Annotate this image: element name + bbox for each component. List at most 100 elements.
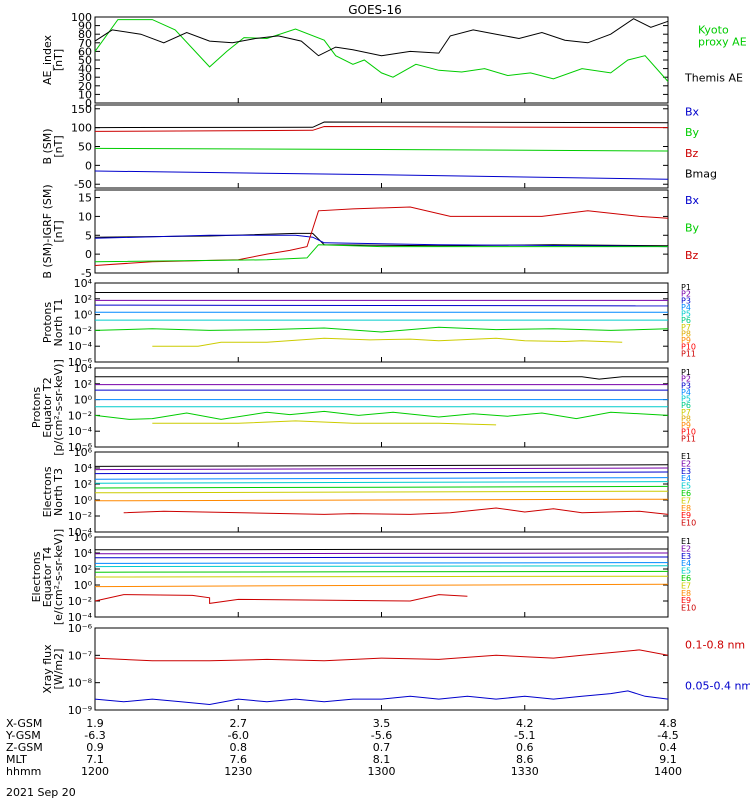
legend-entry: P10 [681, 428, 696, 437]
y-tick-label: -50 [74, 178, 92, 191]
legend-entry: E5 [681, 567, 691, 576]
y-axis-label: AE_index[nT] [41, 34, 65, 85]
x-tick-label: -6.3 [84, 729, 105, 742]
x-tick-label: -5.6 [371, 729, 392, 742]
legend-entry: P10 [681, 343, 696, 352]
y-tick-label: 5 [85, 229, 92, 242]
x-tick-label: 2.7 [230, 717, 248, 730]
series-line-6 [94, 570, 669, 573]
series-line-6 [94, 326, 669, 333]
legend-entry: E3 [681, 467, 691, 476]
legend-entry: Bx [685, 105, 700, 118]
series-line-2 [94, 125, 669, 132]
series-line-7 [152, 420, 497, 426]
series-line-6 [94, 410, 669, 420]
legend-entry: E10 [681, 604, 696, 613]
legend-entry: P4 [681, 388, 691, 397]
legend-entry: Themis AE [684, 72, 743, 85]
series-line-4 [94, 562, 669, 564]
x-tick-label: 0.6 [516, 741, 534, 754]
y-tick-label: 0 [85, 248, 92, 261]
series-line-2 [94, 18, 669, 57]
legend-entry: E1 [681, 537, 691, 546]
y-tick-label: 10⁻⁸ [68, 677, 93, 690]
y-tick-label: 90 [78, 20, 92, 33]
legend-entry: P9 [681, 336, 691, 345]
legend-entry: E2 [681, 544, 691, 553]
x-tick-label: 1230 [224, 765, 252, 778]
series-line-1 [94, 19, 669, 82]
y-tick-label: 10⁴ [74, 547, 93, 560]
legend-entry: 0.1-0.8 nm [685, 639, 745, 652]
legend-entry: E5 [681, 482, 691, 491]
y-axis-label: ElectronsNorth T3 [41, 466, 65, 517]
legend-entry: P11 [681, 434, 696, 443]
y-tick-label: 20 [78, 80, 92, 93]
y-tick-label: 10⁴ [74, 362, 93, 375]
panel-2: -50 0 50 100 150 B (SM)[nT] Bx By Bz Bmag [41, 103, 717, 191]
x-tick-label: 8.1 [373, 753, 391, 766]
y-tick-label: 100 [71, 122, 92, 135]
legend-entry: E6 [681, 489, 691, 498]
legend-entry: E1 [681, 452, 691, 461]
y-tick-label: -5 [81, 267, 92, 280]
series-line-2 [94, 552, 669, 555]
x-row-label: MLT [6, 753, 27, 766]
legend-entry: Bx [685, 194, 700, 207]
y-tick-label: 15 [78, 192, 92, 205]
series-line-7 [94, 575, 669, 578]
y-tick-label: 10⁶ [74, 446, 93, 459]
legend-entry: Bmag [685, 168, 717, 181]
y-tick-label: 80 [78, 28, 92, 41]
series-line-3 [94, 206, 669, 266]
series-line-1 [94, 548, 669, 551]
series-line-3 [94, 147, 669, 152]
legend-entry: E7 [681, 496, 691, 505]
y-tick-label: 10² [74, 378, 92, 391]
y-tick-label: 30 [78, 71, 92, 84]
y-tick-label: 10⁰ [74, 494, 93, 507]
y-axis-label: ProtonsEquator T2[p/(cm²-s-sr-keV)] [30, 359, 65, 456]
y-tick-label: 10⁰ [74, 309, 93, 322]
series-line-6 [94, 485, 669, 489]
y-tick-label: 10 [78, 210, 92, 223]
series-line-7 [152, 337, 623, 347]
series-line-4 [94, 244, 668, 263]
legend-entry: P6 [681, 316, 691, 325]
legend-entry: E10 [681, 519, 696, 528]
legend-entry: By [685, 222, 700, 235]
y-axis-label: ProtonsNorth T1 [41, 299, 65, 347]
figure-title: GOES-16 [348, 3, 402, 17]
panel-4: 10⁻⁶ 10⁻⁴ 10⁻² 10⁰ 10² 10⁴ ProtonsNorth T1 P1P2… [41, 277, 696, 369]
y-tick-label: 10⁰ [74, 579, 93, 592]
x-tick-label: -6.0 [228, 729, 249, 742]
legend-entry: E3 [681, 552, 691, 561]
series-line-1 [94, 464, 669, 467]
y-tick-label: 10⁻⁶ [68, 356, 93, 369]
series-line-9 [123, 507, 669, 515]
panel-5: 10⁻⁶ 10⁻⁴ 10⁻² 10⁰ 10² 10⁴ ProtonsEquator T2[p… [30, 359, 696, 456]
y-tick-label: 10⁴ [74, 462, 93, 475]
y-tick-label: 10⁻² [68, 409, 92, 422]
x-tick-label: 0.9 [86, 741, 104, 754]
series-line-3 [94, 471, 669, 475]
legend-entry: P7 [681, 323, 691, 332]
y-tick-label: 40 [78, 63, 92, 76]
series-line-8 [94, 498, 669, 502]
legend-entry: P11 [681, 349, 696, 358]
panel-frame [94, 627, 669, 711]
x-tick-label: 0.8 [230, 741, 248, 754]
legend-entry: P1 [681, 368, 691, 377]
x-tick-label: 1400 [654, 765, 682, 778]
legend-entry: P9 [681, 421, 691, 430]
x-tick-label: 0.7 [373, 741, 391, 754]
x-row-label: Y-GSM [5, 729, 41, 742]
x-tick-label: 1300 [368, 765, 396, 778]
panel-7: 10⁻⁴ 10⁻² 10⁰ 10² 10⁴ 10⁶ ElectronsEquator T4[… [30, 529, 696, 625]
y-tick-label: 10 [78, 88, 92, 101]
legend-entry: P7 [681, 408, 691, 417]
